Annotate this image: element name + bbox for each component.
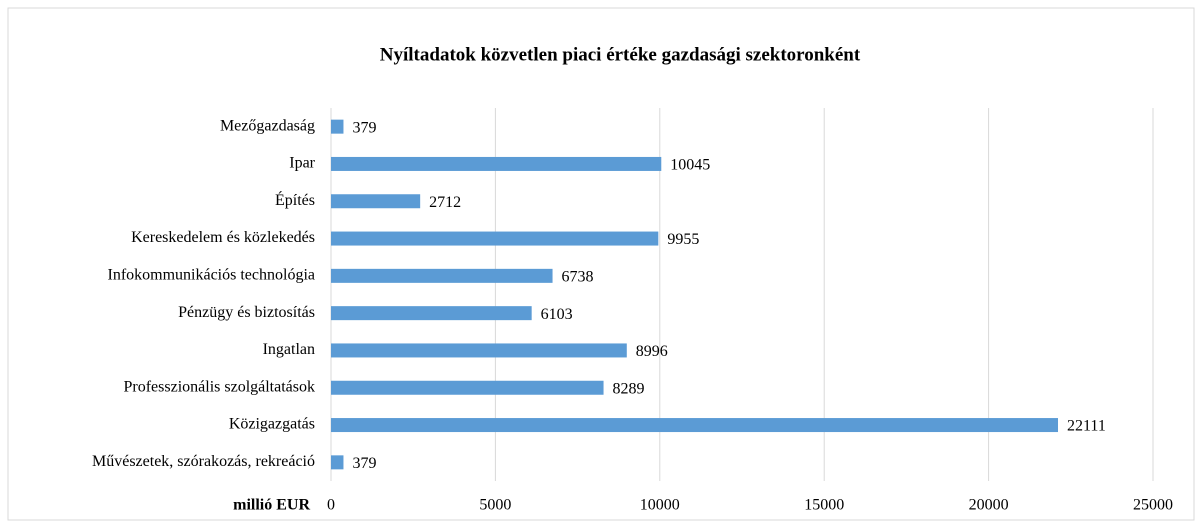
x-tick-label: 10000	[640, 497, 680, 514]
x-tick-label: 0	[327, 497, 335, 514]
bar	[331, 380, 604, 395]
value-label: 379	[352, 455, 376, 472]
bar	[331, 343, 627, 358]
y-tick-label: Pénzügy és biztosítás	[178, 304, 315, 321]
bar	[331, 306, 532, 321]
y-tick-label: Művészetek, szórakozás, rekreáció	[92, 453, 315, 470]
y-tick-label: Ingatlan	[263, 341, 315, 358]
y-tick-label: Építés	[275, 190, 315, 209]
bar	[331, 194, 421, 209]
value-label: 8289	[613, 380, 645, 397]
x-tick-label: 5000	[479, 497, 511, 514]
value-label: 8996	[636, 343, 668, 360]
value-label: 379	[352, 119, 376, 136]
value-label: 2712	[429, 194, 461, 211]
y-tick-label: Infokommunikációs technológia	[107, 267, 315, 284]
y-tick-label: Mezőgazdaság	[220, 117, 315, 134]
x-axis-label: millió EUR	[233, 497, 310, 514]
y-tick-label: Közigazgatás	[229, 416, 315, 433]
y-tick-label: Ipar	[289, 155, 315, 172]
x-tick-label: 15000	[804, 497, 844, 514]
y-tick-label: Professzionális szolgáltatások	[123, 378, 315, 395]
x-tick-label: 25000	[1133, 497, 1173, 514]
value-label: 22111	[1067, 418, 1106, 435]
bar	[331, 455, 344, 470]
bar	[331, 418, 1059, 433]
chart-border	[7, 7, 1195, 521]
bar	[331, 231, 659, 246]
value-label: 10045	[670, 157, 710, 174]
y-tick-label: Kereskedelem és közlekedés	[131, 229, 315, 246]
chart-title: Nyíltadatok közvetlen piaci értéke gazda…	[380, 44, 861, 65]
x-tick-label: 20000	[969, 497, 1009, 514]
bar	[331, 119, 344, 134]
value-label: 6738	[562, 269, 594, 286]
value-label: 9955	[667, 231, 699, 248]
bar	[331, 156, 662, 171]
value-label: 6103	[541, 306, 573, 323]
bar	[331, 268, 553, 283]
